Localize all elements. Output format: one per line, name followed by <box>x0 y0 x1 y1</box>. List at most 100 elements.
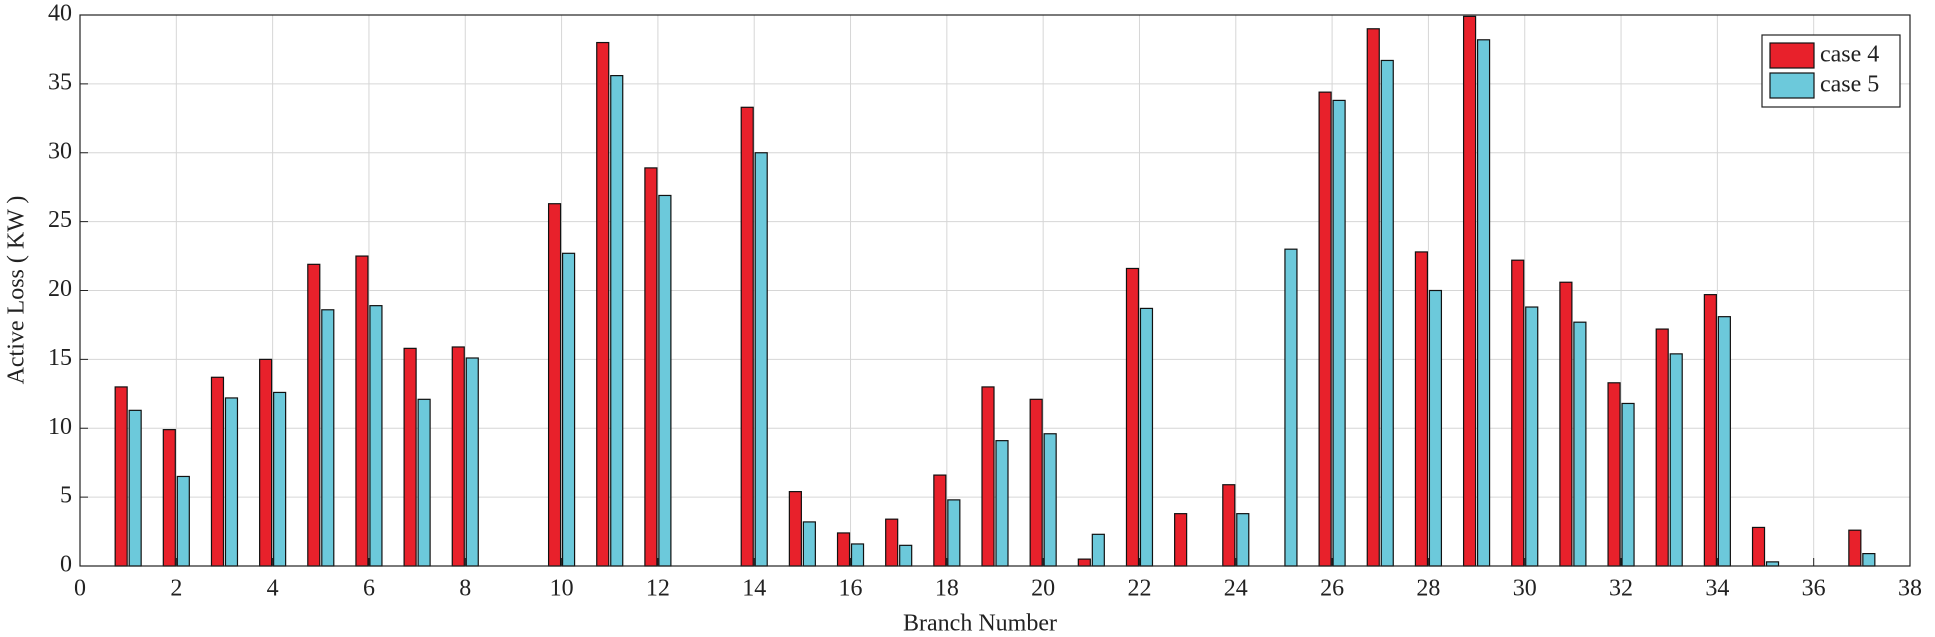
bar <box>1862 553 1876 567</box>
bar <box>1462 15 1477 567</box>
x-tick-label: 18 <box>935 576 959 602</box>
bar <box>1091 533 1105 567</box>
bar <box>1703 294 1717 567</box>
bar <box>547 203 562 567</box>
bar <box>1366 28 1380 567</box>
bar <box>1139 307 1154 567</box>
y-tick-label: 35 <box>48 69 72 95</box>
bar <box>1573 321 1587 567</box>
x-tick-label: 2 <box>170 576 182 602</box>
x-tick-label: 30 <box>1513 576 1537 602</box>
legend-swatch <box>1769 42 1815 69</box>
bar <box>802 521 816 567</box>
y-tick-label: 20 <box>48 276 72 302</box>
x-tick-label: 10 <box>550 576 574 602</box>
bar <box>1655 328 1669 567</box>
legend-swatch <box>1769 72 1815 99</box>
bar <box>1717 316 1731 567</box>
y-axis-label: Active Loss ( KW ) <box>4 196 30 385</box>
legend-label: case 5 <box>1820 72 1879 98</box>
bar <box>1751 526 1766 567</box>
bar <box>1428 289 1443 567</box>
bar <box>1222 484 1236 567</box>
bar <box>307 263 321 567</box>
bar <box>321 309 335 567</box>
bar <box>658 194 672 567</box>
x-tick-label: 0 <box>74 576 86 602</box>
x-tick-label: 26 <box>1320 576 1344 602</box>
bar <box>981 386 995 567</box>
y-tick-label: 25 <box>48 207 72 233</box>
y-tick-label: 5 <box>60 483 72 509</box>
bar <box>1174 513 1188 567</box>
bar <box>933 474 947 567</box>
bar <box>1607 382 1621 567</box>
bar <box>1621 402 1635 567</box>
bar <box>114 386 128 567</box>
bar <box>369 305 383 567</box>
y-tick-label: 40 <box>48 1 72 27</box>
bar <box>1414 251 1429 567</box>
bar <box>1559 281 1573 567</box>
x-tick-label: 14 <box>742 576 766 602</box>
bar <box>850 543 865 567</box>
bar <box>596 41 610 567</box>
bar <box>1318 91 1332 567</box>
bar <box>128 409 142 567</box>
x-tick-label: 36 <box>1802 576 1826 602</box>
bar <box>1511 259 1525 567</box>
x-tick-label: 38 <box>1898 576 1922 602</box>
x-tick-label: 24 <box>1224 576 1248 602</box>
y-tick-label: 30 <box>48 138 72 164</box>
x-tick-label: 6 <box>363 576 375 602</box>
x-tick-label: 20 <box>1031 576 1055 602</box>
bar <box>836 532 851 567</box>
x-tick-label: 8 <box>459 576 471 602</box>
bar <box>947 499 961 567</box>
bar <box>403 347 417 567</box>
bar <box>1669 353 1683 567</box>
bar <box>788 491 802 567</box>
bar <box>1332 99 1346 567</box>
x-tick-label: 12 <box>646 576 670 602</box>
legend-label: case 4 <box>1820 42 1879 68</box>
bar <box>1765 561 1780 567</box>
bar <box>162 429 176 567</box>
bar <box>465 357 479 567</box>
x-tick-label: 32 <box>1609 576 1633 602</box>
bar <box>1077 558 1091 567</box>
bar <box>740 106 754 567</box>
bar <box>355 255 369 567</box>
bar <box>259 358 273 567</box>
bar <box>176 475 190 567</box>
bar <box>754 152 768 567</box>
bar <box>644 167 658 567</box>
plot-frame <box>79 14 1911 567</box>
bar <box>1380 59 1394 567</box>
y-tick-label: 10 <box>48 414 72 440</box>
bar <box>273 391 287 567</box>
y-tick-label: 0 <box>60 552 72 578</box>
bar <box>1043 433 1057 567</box>
x-tick-label: 4 <box>267 576 279 602</box>
bar <box>1284 248 1298 567</box>
x-tick-label: 22 <box>1127 576 1151 602</box>
bar <box>210 376 225 567</box>
x-tick-label: 16 <box>839 576 863 602</box>
bar <box>224 397 239 567</box>
bar <box>1029 398 1043 567</box>
y-tick-label: 15 <box>48 345 72 371</box>
bar <box>995 440 1009 567</box>
bar <box>610 75 624 567</box>
bar <box>451 346 465 567</box>
bar <box>1525 306 1539 567</box>
bar <box>899 544 913 567</box>
bar <box>561 252 576 567</box>
bar <box>1236 513 1250 567</box>
x-tick-label: 34 <box>1705 576 1729 602</box>
x-tick-label: 28 <box>1416 576 1440 602</box>
bar <box>417 398 431 567</box>
bar <box>1125 267 1140 567</box>
